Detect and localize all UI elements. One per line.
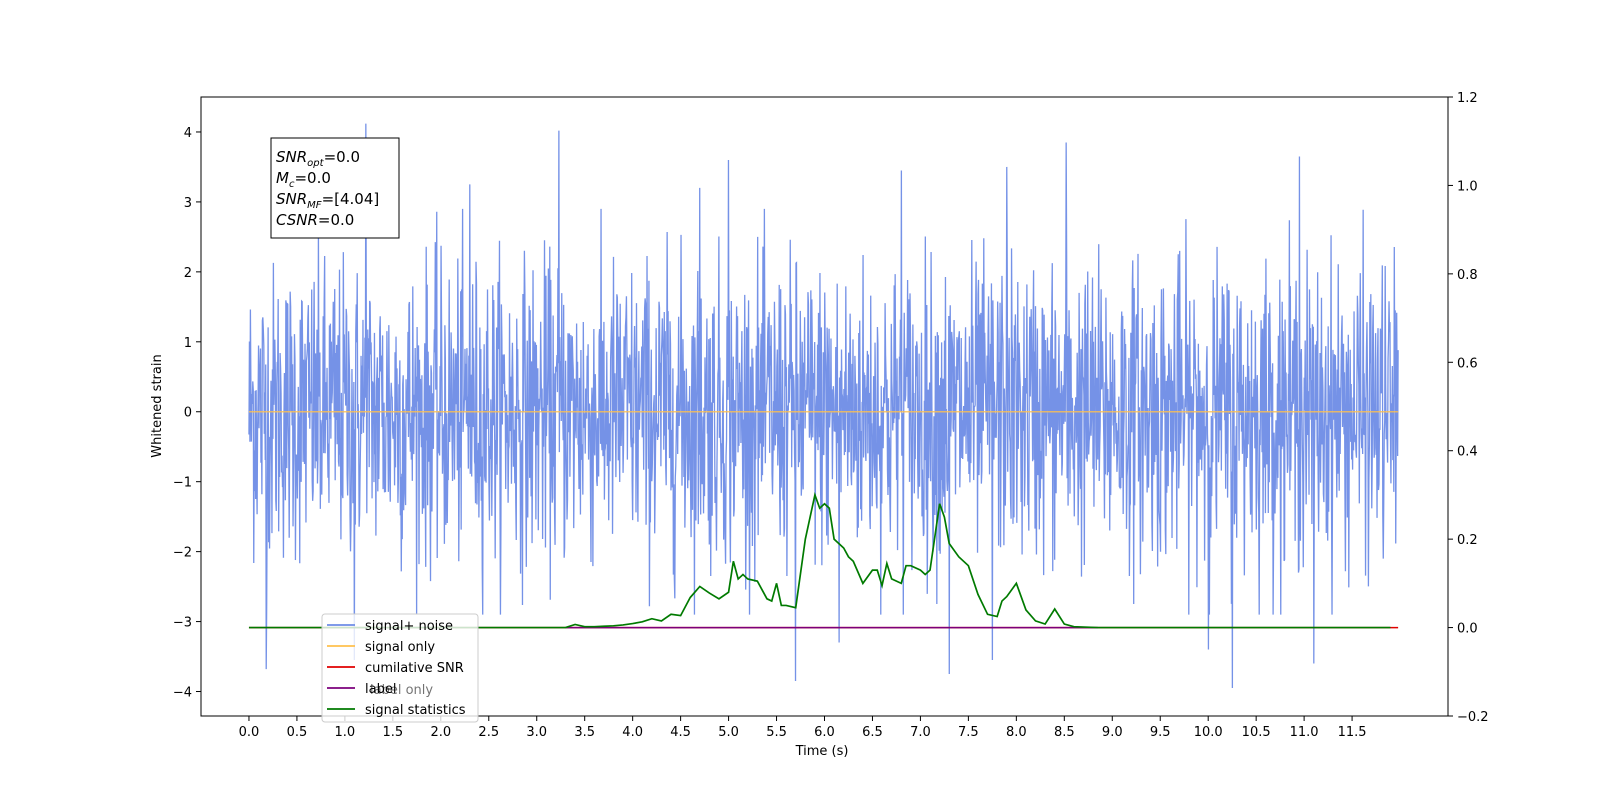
legend-entry: signal only <box>365 640 435 655</box>
annotation-line: SNRopt=0.0 <box>276 148 360 169</box>
y-tick-label: −2 <box>173 546 192 561</box>
x-tick-label: 2.5 <box>478 725 499 740</box>
y-tick-label: −3 <box>173 616 192 631</box>
x-tick-label: 0.0 <box>239 725 260 740</box>
series-signal-statistics <box>248 491 1391 629</box>
y2-tick-label: 0.6 <box>1457 356 1478 371</box>
y2-tick-label: 1.0 <box>1457 179 1478 194</box>
x-tick-label: 8.5 <box>1054 725 1075 740</box>
x-tick-label: 10.5 <box>1242 725 1271 740</box>
x-tick-label: 4.0 <box>622 725 643 740</box>
x-tick-label: 3.5 <box>574 725 595 740</box>
annotation-line: Mc=0.0 <box>276 169 331 190</box>
y2-tick-label: 0.0 <box>1457 622 1478 637</box>
x-tick-label: 2.0 <box>430 725 451 740</box>
legend: label only signal+ noise signal only cumila… <box>321 613 479 723</box>
annotation-line: CSNR=0.0 <box>276 211 354 229</box>
legend-overlap-text: label only <box>370 683 433 698</box>
x-tick-label: 5.5 <box>766 725 787 740</box>
legend-frame <box>321 613 479 723</box>
annotation-frame <box>270 137 400 239</box>
x-tick-label: 6.5 <box>862 725 883 740</box>
y-tick-label: −4 <box>173 686 192 701</box>
y-tick-label: 3 <box>184 196 192 211</box>
y-tick-label: 2 <box>184 266 192 281</box>
x-tick-label: 11.0 <box>1290 725 1319 740</box>
x-tick-label: 4.5 <box>670 725 691 740</box>
legend-entry: signal+ noise <box>365 619 453 634</box>
x-tick-label: 9.0 <box>1102 725 1123 740</box>
legend-entry: signal statistics <box>365 703 466 718</box>
x-tick-label: 0.5 <box>287 725 308 740</box>
x-axis-label: Time (s) <box>795 744 849 759</box>
legend-entry: label <box>365 682 396 697</box>
y2-tick-label: 1.2 <box>1457 91 1478 106</box>
legend-entry: cumilative SNR <box>365 661 464 676</box>
x-tick-label: 1.0 <box>335 725 356 740</box>
x-tick-label: 7.0 <box>910 725 931 740</box>
y-tick-label: 1 <box>184 336 192 351</box>
x-tick-label: 10.0 <box>1194 725 1223 740</box>
x-tick-label: 5.0 <box>718 725 739 740</box>
y-tick-label: 0 <box>184 406 192 421</box>
x-tick-label: 6.0 <box>814 725 835 740</box>
y2-tick-label: 0.8 <box>1457 268 1478 283</box>
y2-tick-label: 0.2 <box>1457 533 1478 548</box>
y2-tick-label: −0.2 <box>1457 710 1489 725</box>
x-axis: 0.0 0.5 1.0 1.5 2.0 2.5 3.0 3.5 4.0 4.5 5.0 5.5 6.0 6… <box>239 716 1367 740</box>
y-axis: 4 3 2 1 0 −1 −2 −3 −4 <box>173 126 201 701</box>
y2-tick-label: 0.4 <box>1457 445 1478 460</box>
annotation-line: SNRMF=[4.04] <box>276 190 379 211</box>
series-signal-plus-noise <box>248 123 1399 689</box>
y2-axis: 1.2 1.0 0.8 0.6 0.4 0.2 0.0 −0.2 <box>1448 91 1489 725</box>
x-tick-label: 8.0 <box>1006 725 1027 740</box>
x-tick-label: 11.5 <box>1338 725 1367 740</box>
x-tick-label: 7.5 <box>958 725 979 740</box>
y-tick-label: 4 <box>184 126 192 141</box>
y-tick-label: −1 <box>173 476 192 491</box>
x-tick-label: 1.5 <box>383 725 404 740</box>
y-axis-label: Whitened strain <box>150 354 165 457</box>
x-tick-label: 9.5 <box>1150 725 1171 740</box>
x-tick-label: 3.0 <box>526 725 547 740</box>
